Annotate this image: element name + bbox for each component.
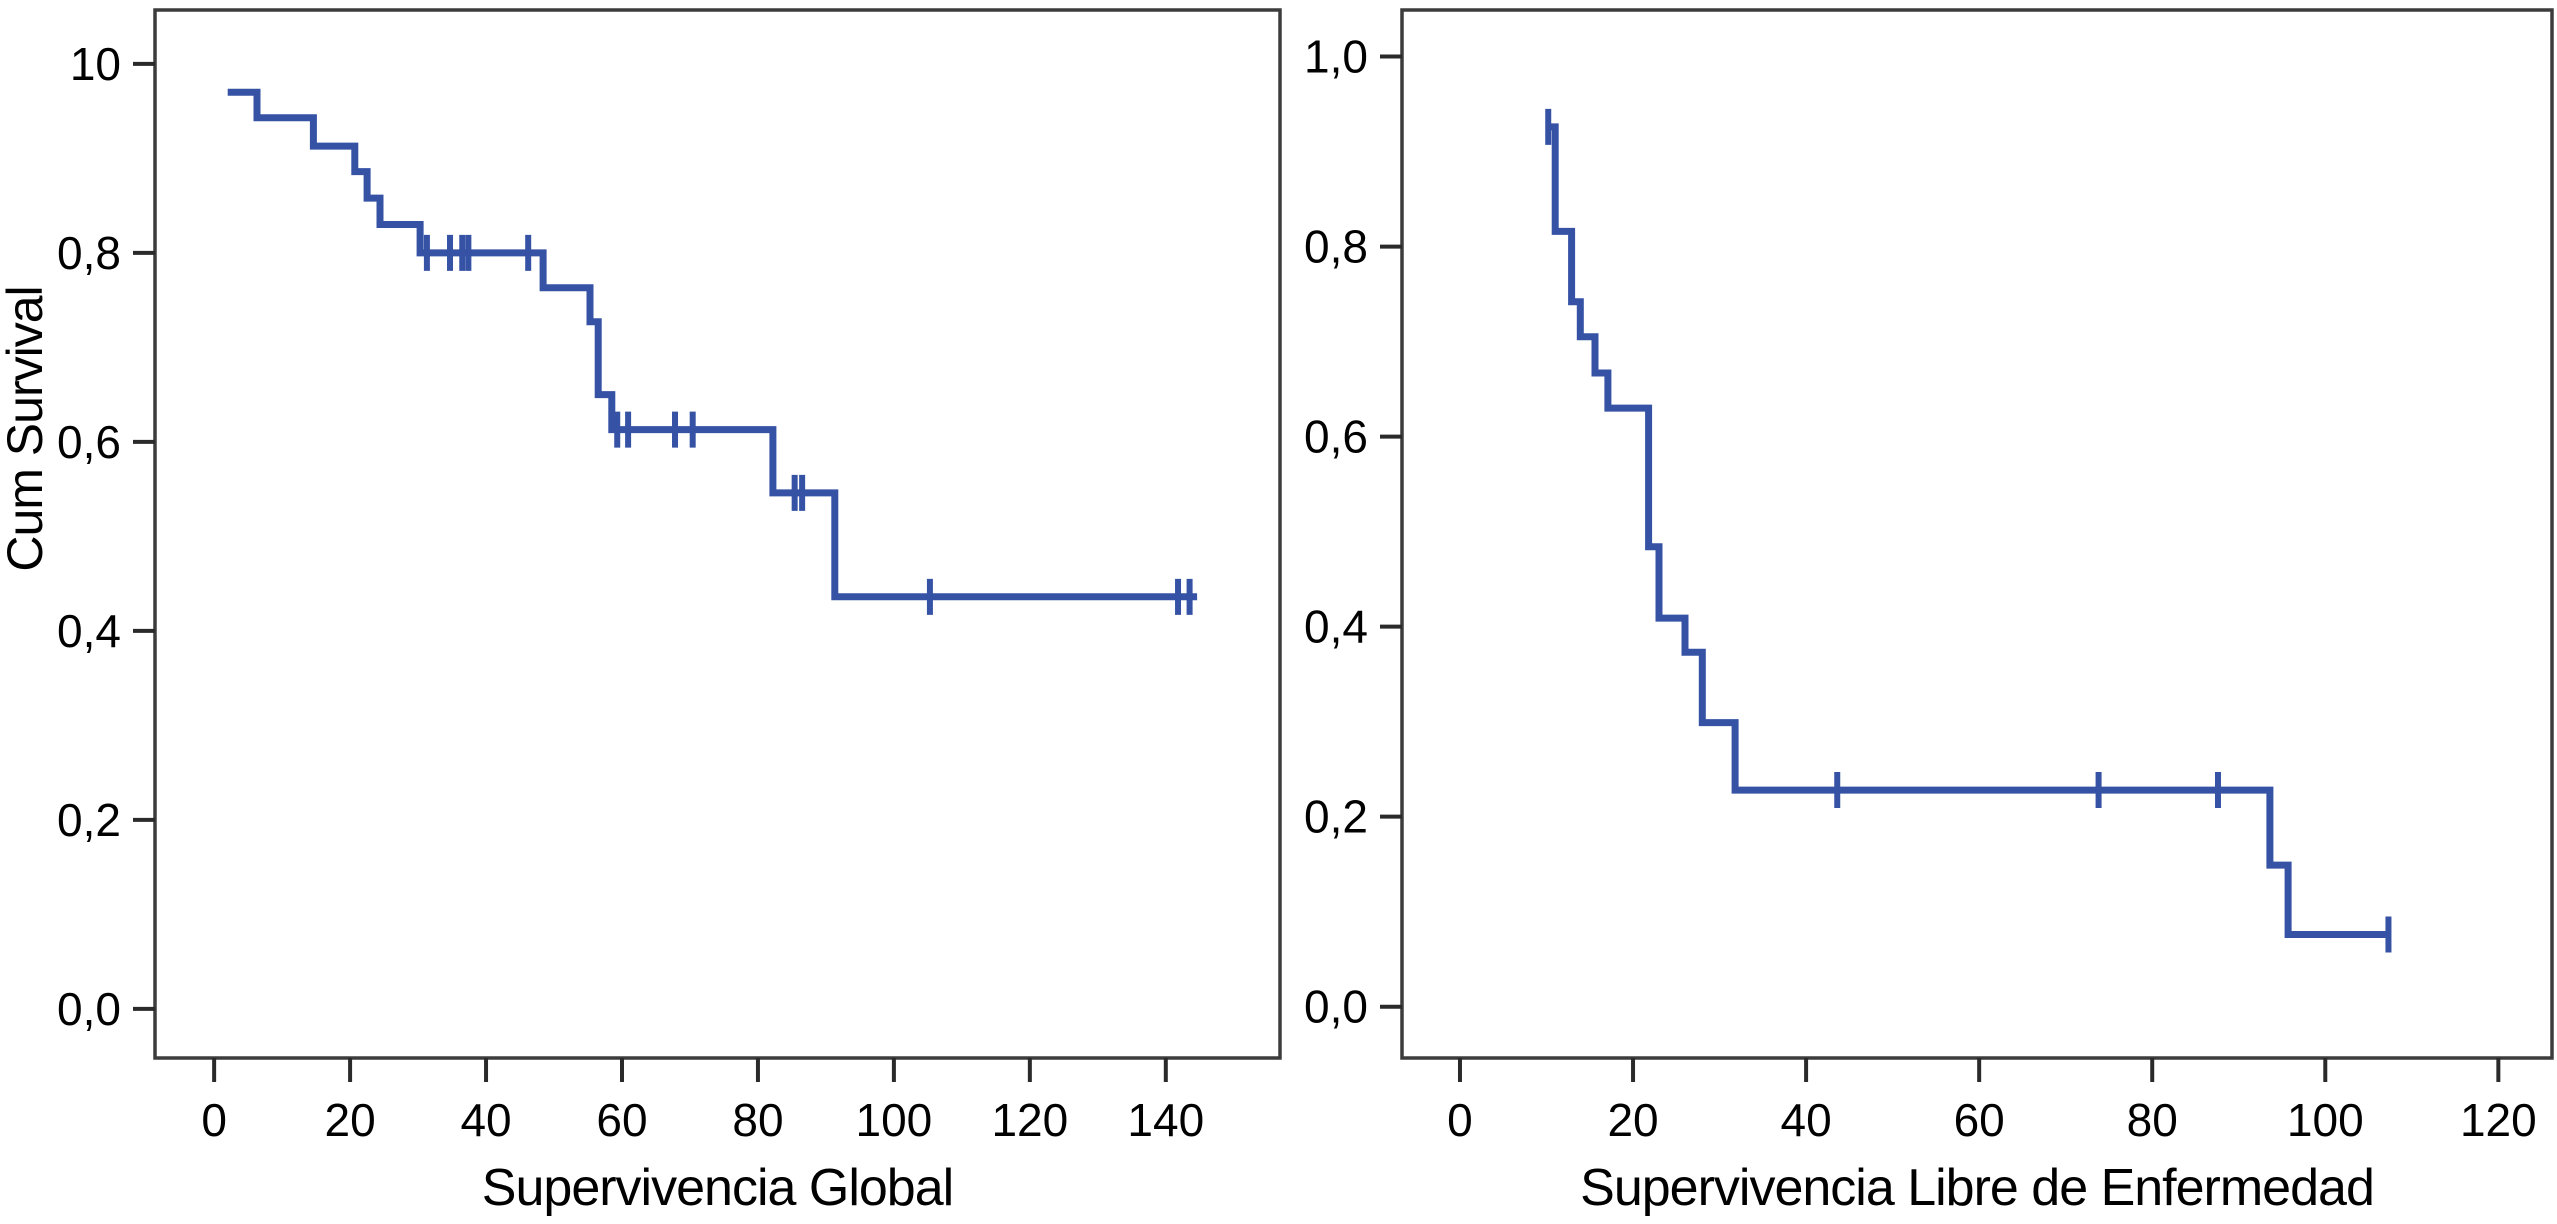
y-tick-label: 1,0 — [1304, 31, 1368, 83]
x-tick-label: 20 — [1607, 1094, 1658, 1146]
x-tick-label: 0 — [201, 1094, 227, 1146]
x-tick-label: 40 — [1781, 1094, 1832, 1146]
survival-curve — [1548, 123, 2391, 938]
x-tick-label: 80 — [2127, 1094, 2178, 1146]
y-tick-label: 0,4 — [1304, 601, 1368, 653]
x-tick-label: 100 — [856, 1094, 933, 1146]
x-axis-title-supervivencia-global: Supervivencia Global — [481, 1159, 954, 1217]
x-tick-label: 20 — [325, 1094, 376, 1146]
x-tick-label: 120 — [991, 1094, 1068, 1146]
survival-curve — [227, 88, 1198, 601]
plot-frame — [1400, 8, 2554, 1060]
y-tick-label: 0,8 — [1304, 221, 1368, 273]
y-tick-label: 0,0 — [57, 983, 121, 1035]
y-tick-label: 0,2 — [1304, 791, 1368, 843]
y-axis-title-cum-survival: Cum Survival — [0, 286, 53, 572]
x-tick-label: 60 — [1954, 1094, 2005, 1146]
x-tick-label: 80 — [732, 1094, 783, 1146]
x-axis-title-supervivencia-libre-de-enfermedad: Supervivencia Libre de Enfermedad — [1580, 1159, 2375, 1217]
y-tick-label: 10 — [70, 38, 121, 90]
x-tick-label: 0 — [1447, 1094, 1473, 1146]
x-tick-label: 100 — [2287, 1094, 2364, 1146]
y-tick-label: 0,0 — [1304, 981, 1368, 1033]
x-tick-label: 120 — [2460, 1094, 2537, 1146]
y-tick-label: 0,2 — [57, 794, 121, 846]
x-tick-label: 40 — [460, 1094, 511, 1146]
y-tick-label: 0,6 — [57, 416, 121, 468]
y-tick-label: 0,4 — [57, 605, 121, 657]
y-tick-label: 0,8 — [57, 227, 121, 279]
x-tick-label: 140 — [1127, 1094, 1204, 1146]
plot-frame — [153, 8, 1282, 1060]
x-tick-label: 60 — [596, 1094, 647, 1146]
y-tick-label: 0,6 — [1304, 411, 1368, 463]
